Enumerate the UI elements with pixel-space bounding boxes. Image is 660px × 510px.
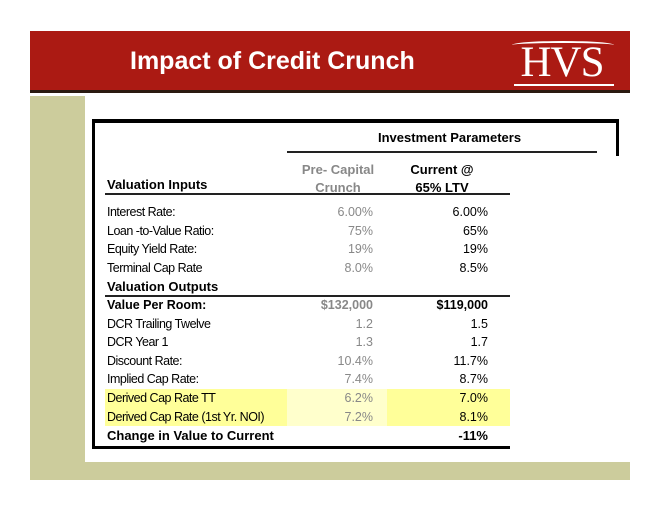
highlight-cell — [287, 407, 387, 427]
bottom-accent-band — [30, 462, 630, 480]
frame-line — [616, 119, 619, 156]
col-header-line: Current @ — [410, 162, 474, 177]
table-row: Derived Cap Rate (1st Yr. NOI) 7.2% 8.1% — [105, 407, 510, 427]
table-row: Interest Rate: 6.00% 6.00% — [105, 203, 510, 222]
table-frame — [92, 119, 510, 449]
divider — [105, 193, 510, 195]
col-header-line: Pre- Capital — [301, 162, 375, 177]
cell-label: Loan -to-Value Ratio: — [107, 223, 214, 238]
cell-pre: 1.2 — [355, 316, 373, 331]
col-header-line: Crunch — [315, 180, 361, 195]
cell-cur: 19% — [462, 242, 488, 257]
change-row: Change in Value to Current -11% — [105, 426, 510, 445]
cell-label: Terminal Cap Rate — [107, 260, 203, 275]
left-accent-strip — [30, 96, 85, 480]
cell-cur: 1.7 — [470, 335, 488, 350]
table-row: Implied Cap Rate: 7.4% 8.7% — [105, 370, 510, 389]
col-header-line: 65% LTV — [415, 180, 469, 195]
cell-cur: 1.5 — [470, 316, 488, 331]
table-row: Equity Yield Rate: 19% 19% — [105, 240, 510, 259]
cell-pre: 8.0% — [344, 260, 374, 275]
cell-pre: 6.2% — [344, 391, 374, 405]
investment-parameters-header: Investment Parameters — [378, 130, 522, 145]
valuation-outputs-header: Valuation Outputs — [107, 279, 219, 295]
cell-pre: 7.4% — [344, 372, 374, 387]
table-row: Loan -to-Value Ratio: 75% 65% — [105, 222, 510, 241]
hvs-logo: HVS — [506, 35, 618, 91]
cell-label: Derived Cap Rate (1st Yr. NOI) — [107, 409, 265, 424]
cell-label: Change in Value to Current — [107, 428, 274, 444]
cell-cur: $119,000 — [436, 298, 488, 312]
cell-label: Equity Yield Rate: — [107, 242, 197, 257]
section-header: Valuation Outputs — [105, 277, 510, 296]
col-header-current: Current @ 65% LTV — [392, 161, 492, 197]
cell-pre: 75% — [347, 223, 373, 238]
table-row: Discount Rate: 10.4% 11.7% — [105, 352, 510, 371]
cell-pre: 6.00% — [337, 205, 373, 219]
cell-pre: $132,000 — [320, 298, 373, 312]
cell-label: Derived Cap Rate TT — [107, 391, 216, 405]
cell-label: Interest Rate: — [107, 205, 176, 219]
table-row: Terminal Cap Rate 8.0% 8.5% — [105, 259, 510, 278]
cell-cur: 6.00% — [452, 205, 488, 219]
table-row: DCR Year 1 1.3 1.7 — [105, 333, 510, 352]
col-header-pre: Pre- Capital Crunch — [288, 161, 388, 197]
valuation-inputs-header: Valuation Inputs — [107, 177, 208, 192]
cell-cur: 8.5% — [459, 260, 489, 275]
table-row: DCR Trailing Twelve 1.2 1.5 — [105, 315, 510, 334]
cell-cur: 8.1% — [459, 409, 489, 424]
cell-label: DCR Year 1 — [107, 335, 169, 350]
cell-pre: 1.3 — [355, 335, 373, 350]
slide-title: Impact of Credit Crunch — [130, 47, 415, 75]
cell-label: Value Per Room: — [107, 298, 207, 312]
frame-line — [505, 119, 619, 123]
cell-cur: 8.7% — [459, 372, 489, 387]
cell-label: DCR Trailing Twelve — [107, 316, 211, 331]
cell-cur: 65% — [462, 223, 488, 238]
divider — [287, 151, 597, 153]
cell-cur: 11.7% — [453, 353, 488, 368]
highlight-cell — [287, 389, 387, 408]
cell-pre: 10.4% — [337, 353, 373, 368]
cell-label: Implied Cap Rate: — [107, 372, 199, 387]
cell-label: Discount Rate: — [107, 353, 182, 368]
table-row: Derived Cap Rate TT 6.2% 7.0% — [105, 389, 510, 408]
title-bar: Impact of Credit Crunch HVS — [30, 31, 630, 93]
cell-cur: -11% — [458, 428, 488, 444]
cell-pre: 19% — [347, 242, 373, 257]
cell-pre: 7.2% — [344, 409, 374, 424]
cell-cur: 7.0% — [459, 391, 489, 405]
table-row: Value Per Room: $132,000 $119,000 — [105, 296, 510, 315]
divider — [105, 295, 510, 297]
